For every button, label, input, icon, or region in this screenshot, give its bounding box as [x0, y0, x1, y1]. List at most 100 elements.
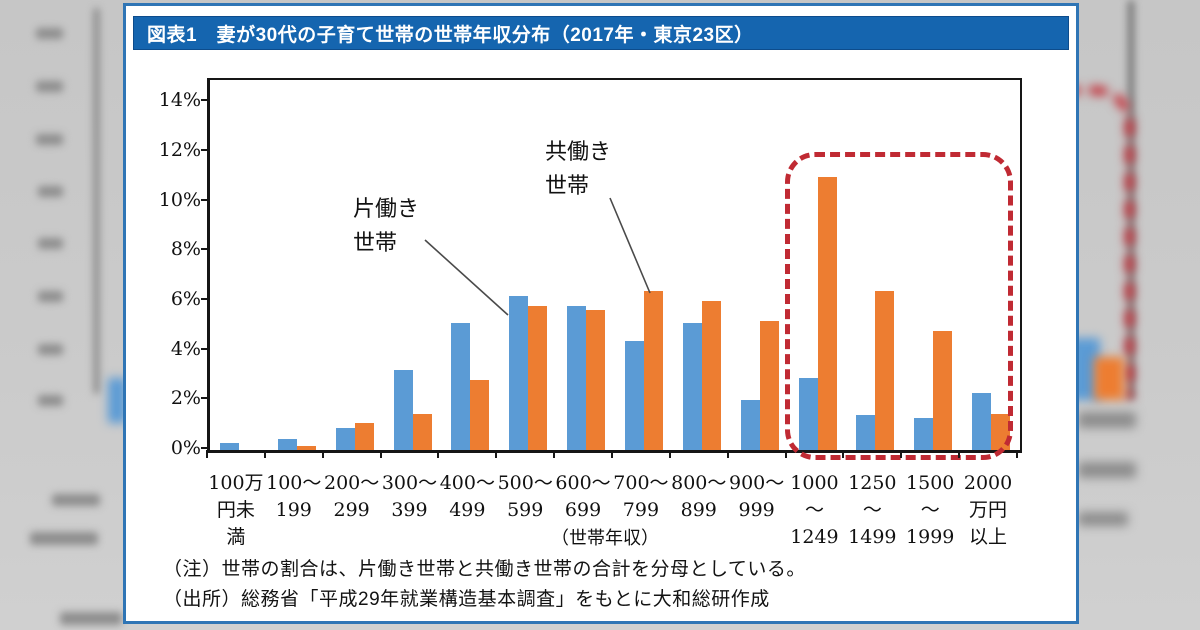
bar-dual-income	[296, 446, 316, 450]
x-axis-category-label-line: ～	[804, 499, 824, 521]
x-axis-category-label-line: 800～	[671, 472, 727, 494]
bar-dual-income	[875, 291, 895, 450]
bar-single-income	[451, 323, 471, 450]
x-axis-category-label-line: 899	[680, 499, 717, 521]
y-axis-tick-mark	[201, 198, 208, 201]
bar-dual-income	[412, 414, 432, 450]
x-axis-category-label-line: 200～	[323, 472, 380, 494]
x-axis-tick-mark	[553, 450, 556, 458]
x-axis-category-label-line: 100～	[266, 472, 322, 494]
bg-blur-text	[1078, 462, 1136, 478]
x-axis-category-label-line: 100万	[208, 472, 264, 494]
x-axis-category-label-line: 500～	[497, 472, 553, 494]
x-axis-category-label-line: 900～	[728, 472, 785, 494]
x-axis-category-label-line: 1999	[906, 526, 955, 548]
x-axis-category-label: 100万円未満	[207, 470, 265, 551]
x-axis-category-label-line: 599	[507, 499, 544, 521]
bar-single-income	[393, 370, 413, 450]
y-axis-tick-mark	[201, 347, 208, 350]
bar-dual-income	[933, 331, 953, 450]
annotation-text: 世帯	[545, 173, 590, 198]
x-axis-category-label-line: 600～	[555, 472, 611, 494]
x-axis-category-label-line: 999	[738, 499, 775, 521]
y-axis-tick-mark	[201, 297, 208, 300]
x-axis-category-label-line: 199	[275, 499, 312, 521]
bar-single-income	[509, 296, 529, 450]
x-axis-category-label: 700～ 799	[612, 470, 670, 524]
x-axis-category-label-line: 300～	[381, 472, 438, 494]
highlight-dashed-box	[785, 152, 1013, 460]
bar-single-income	[856, 415, 876, 450]
x-axis-tick-mark	[784, 450, 787, 458]
x-axis-tick-mark	[611, 450, 613, 458]
x-axis-tick-mark	[206, 450, 208, 458]
y-axis-tick-label: 10%	[158, 188, 201, 211]
annotation-text: 世帯	[353, 230, 398, 255]
x-axis-category-label-line: 799	[622, 499, 660, 521]
y-axis-tick-mark	[201, 99, 208, 102]
x-axis-category-label-line: 万円	[969, 499, 1008, 521]
x-axis-category-label-line: 699	[564, 499, 602, 521]
bg-blur-ylabel	[38, 344, 63, 355]
x-axis-category-label: 800～ 899	[670, 470, 728, 524]
bar-dual-income	[759, 321, 779, 450]
x-axis-tick-mark	[495, 450, 498, 458]
bg-blur-ylabel	[36, 81, 63, 92]
y-axis-tick-mark	[201, 148, 208, 151]
bg-blur-text	[1078, 512, 1128, 526]
bar-single-income	[740, 400, 760, 450]
x-axis-tick-mark	[900, 450, 903, 458]
x-axis-category-label-line: 700～	[613, 472, 669, 494]
x-axis-category-label: 200～ 299	[323, 470, 381, 524]
bg-blur-ylabel	[38, 291, 63, 302]
x-axis-category-label-line: 399	[391, 499, 428, 521]
x-axis-category-label-line: 2000	[963, 472, 1013, 494]
figure-title: 図表1 妻が30代の子育て世帯の世帯年収分布（2017年・東京23区）	[147, 24, 754, 46]
y-axis-tick-mark	[201, 248, 208, 251]
x-axis-category-label: 100～ 199	[265, 470, 323, 524]
x-axis-tick-mark	[958, 450, 961, 458]
bg-blur-axis-line-right	[1128, 0, 1134, 400]
x-axis-category-label-line: 400～	[439, 472, 495, 494]
footnotes: （注）世帯の割合は、片働き世帯と共働き世帯の合計を分母としている。 （出所）総務…	[163, 555, 806, 615]
bar-dual-income	[701, 301, 721, 450]
x-axis-category-label: 600～ 699	[554, 470, 612, 524]
y-axis-tick-label: 14%	[158, 89, 201, 112]
bar-single-income	[219, 443, 239, 450]
x-axis-category-label: 2000 万円以上	[959, 470, 1017, 551]
annotation-text: 共働き	[545, 139, 612, 164]
bar-dual-income	[354, 423, 374, 450]
y-axis-tick-label: 2%	[170, 387, 201, 410]
x-axis-tick-mark	[437, 450, 440, 458]
y-axis-tick-label: 6%	[170, 287, 201, 310]
x-axis-category-label-line: 1000	[790, 472, 839, 494]
figure-card: 図表1 妻が30代の子育て世帯の世帯年収分布（2017年・東京23区） 片働き …	[123, 3, 1079, 624]
bg-blur-ylabel	[36, 134, 63, 145]
bg-blur-ylabel	[38, 186, 63, 197]
y-axis-tick-label: 4%	[170, 337, 201, 360]
bar-single-income	[277, 439, 297, 450]
x-axis-tick-mark	[726, 450, 729, 458]
x-axis-tick-mark	[842, 450, 845, 458]
x-axis-category-label-line: 円未	[216, 499, 255, 521]
x-axis-category-label-line: 1249	[790, 526, 839, 548]
x-axis-tick-mark	[321, 450, 324, 458]
annotation-text: 片働き	[353, 196, 420, 221]
x-axis-category-label-line: 満	[226, 526, 246, 548]
bar-single-income	[914, 418, 934, 450]
bar-dual-income	[528, 306, 548, 450]
x-axis-category-label-line: 499	[449, 499, 486, 521]
bar-dual-income	[643, 291, 663, 450]
series-annotation-single-income: 片働き 世帯	[353, 192, 419, 260]
x-axis-category-label-line: 1499	[848, 526, 897, 548]
figure-title-bar: 図表1 妻が30代の子育て世帯の世帯年収分布（2017年・東京23区）	[133, 16, 1069, 50]
y-axis-tick-mark	[201, 397, 208, 400]
bg-blur-text	[60, 612, 122, 625]
x-axis-category-label: 1000 ～ 1249	[786, 470, 844, 551]
x-axis-category-label-line: 以上	[969, 526, 1008, 548]
bg-blur-ylabel	[38, 238, 63, 249]
x-axis-tick-mark	[379, 450, 382, 458]
x-axis-tick-mark	[668, 450, 671, 458]
x-axis-category-label: 400～ 499	[438, 470, 496, 524]
y-axis-tick-label: 0%	[170, 437, 201, 459]
